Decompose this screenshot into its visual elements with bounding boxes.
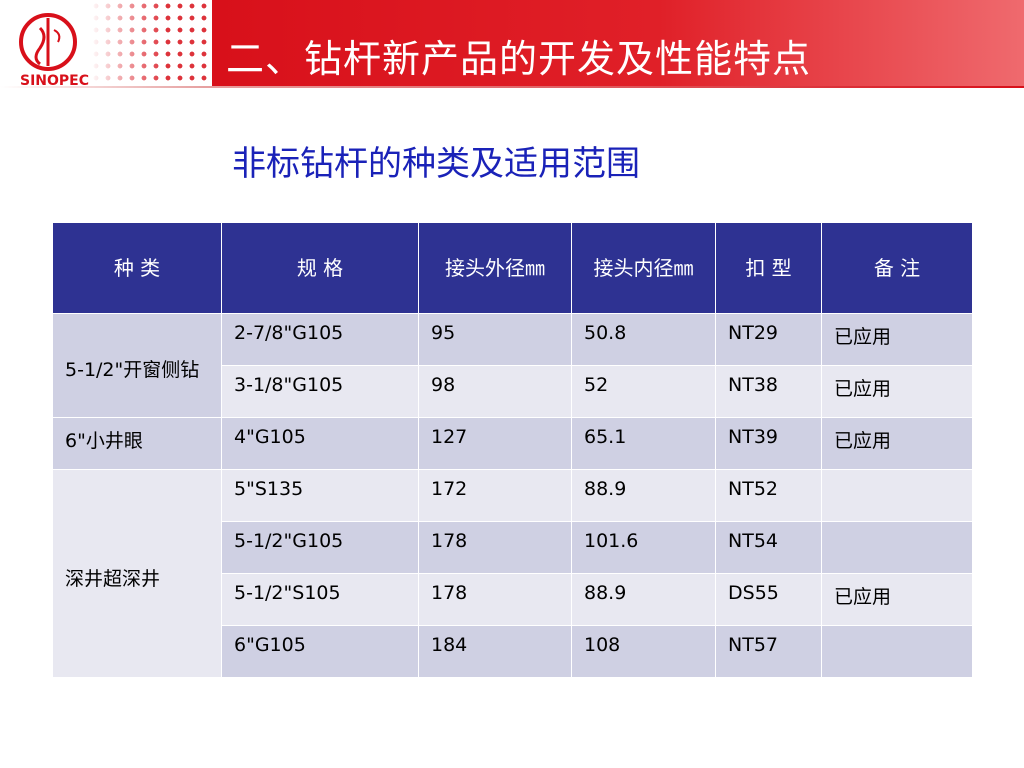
joint-od-cell: 98 (418, 365, 572, 418)
note-cell (821, 521, 973, 574)
joint-id-cell: 88.9 (571, 573, 716, 626)
drill-pipe-table: 种 类 规 格 接头外径㎜ 接头内径㎜ 扣 型 备 注 5-1/2"开窗侧钻 2… (52, 222, 973, 678)
joint-od-cell: 172 (418, 469, 572, 522)
thread-cell: DS55 (715, 573, 822, 626)
logo-text: SINOPEC (20, 73, 89, 88)
note-cell: 已应用 (821, 417, 973, 470)
table-row: 6"小井眼 4"G105 127 65.1 NT39 已应用 (52, 417, 973, 470)
joint-od-cell: 127 (418, 417, 572, 470)
category-cell: 6"小井眼 (52, 417, 222, 470)
col-header-note: 备 注 (821, 222, 973, 314)
thread-cell: NT29 (715, 313, 822, 366)
col-header-thread: 扣 型 (715, 222, 822, 314)
col-header-joint-od: 接头外径㎜ (418, 222, 572, 314)
sinopec-logo: SINOPEC (18, 8, 90, 89)
table-row: 5-1/2"G105 178 101.6 NT54 (53, 521, 973, 574)
note-cell: 已应用 (821, 573, 973, 626)
note-cell (821, 469, 973, 522)
col-header-joint-id: 接头内径㎜ (571, 222, 716, 314)
table-row: 5-1/2"开窗侧钻 2-7/8"G105 95 50.8 NT29 已应用 (52, 313, 973, 418)
slide-subtitle: 非标钻杆的种类及适用范围 (232, 144, 640, 184)
thread-cell: NT38 (715, 365, 822, 418)
joint-id-cell: 50.8 (571, 313, 716, 366)
spec-cell: 5-1/2"G105 (221, 521, 419, 574)
joint-id-cell: 108 (571, 625, 716, 678)
spec-cell: 3-1/8"G105 (221, 365, 419, 418)
joint-id-cell: 65.1 (571, 417, 716, 470)
category-cell: 5-1/2"开窗侧钻 (52, 313, 222, 418)
col-header-spec: 规 格 (221, 222, 419, 314)
table-row: 3-1/8"G105 98 52 NT38 已应用 (53, 365, 973, 418)
spec-cell: 2-7/8"G105 (221, 313, 419, 366)
spec-cell: 4"G105 (221, 417, 419, 470)
spec-cell: 5"S135 (221, 469, 419, 522)
category-cell: 深井超深井 (52, 469, 222, 678)
joint-id-cell: 88.9 (571, 469, 716, 522)
joint-od-cell: 178 (418, 521, 572, 574)
page-title: 二、钻杆新产品的开发及性能特点 (226, 37, 812, 81)
note-cell (821, 625, 973, 678)
table-row: 5-1/2"S105 178 88.9 DS55 已应用 (53, 573, 973, 626)
col-header-category: 种 类 (52, 222, 222, 314)
note-cell: 已应用 (821, 313, 973, 366)
note-cell: 已应用 (821, 365, 973, 418)
spec-cell: 5-1/2"S105 (221, 573, 419, 626)
thread-cell: NT39 (715, 417, 822, 470)
table-row: 深井超深井 5"S135 172 88.9 NT52 (52, 469, 973, 678)
joint-id-cell: 101.6 (571, 521, 716, 574)
joint-od-cell: 95 (418, 313, 572, 366)
thread-cell: NT57 (715, 625, 822, 678)
table-row: 6"G105 184 108 NT57 (53, 625, 973, 678)
header-dot-pattern (90, 0, 215, 88)
header-divider (0, 86, 1024, 88)
thread-cell: NT54 (715, 521, 822, 574)
joint-id-cell: 52 (571, 365, 716, 418)
joint-od-cell: 184 (418, 625, 572, 678)
joint-od-cell: 178 (418, 573, 572, 626)
header-band (212, 0, 1024, 88)
thread-cell: NT52 (715, 469, 822, 522)
spec-cell: 6"G105 (221, 625, 419, 678)
table-header-row: 种 类 规 格 接头外径㎜ 接头内径㎜ 扣 型 备 注 (52, 222, 973, 314)
